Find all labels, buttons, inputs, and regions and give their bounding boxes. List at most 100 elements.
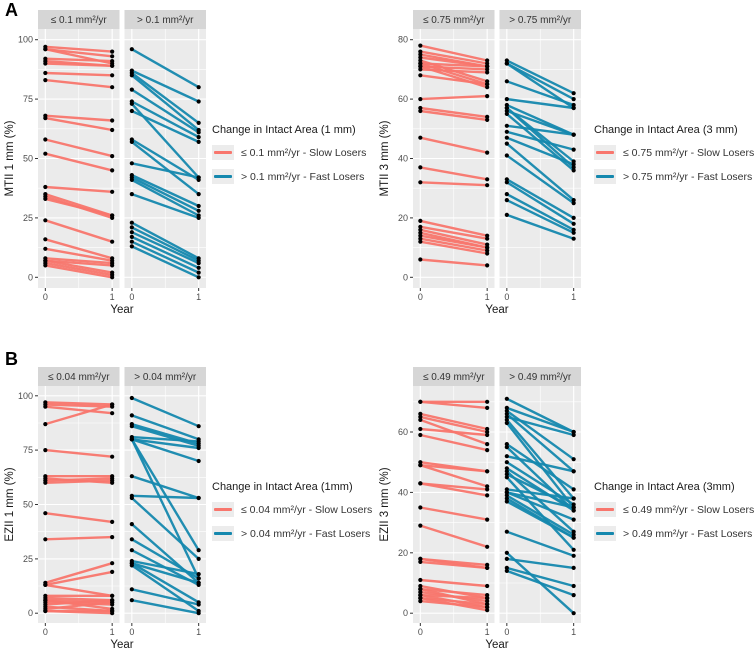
data-point: [418, 411, 423, 416]
data-point: [485, 64, 490, 69]
data-point: [571, 565, 576, 570]
data-point: [196, 458, 201, 464]
data-point: [485, 399, 490, 404]
y-tick-label: 40: [398, 487, 408, 497]
fast-losers-key-icon: [212, 169, 234, 184]
y-tick-label: 75: [23, 445, 33, 455]
data-line: [420, 219, 488, 237]
data-point: [571, 132, 576, 137]
fast-losers-line-icon: [596, 175, 614, 178]
data-line: [45, 71, 113, 77]
data-line: [131, 396, 200, 428]
slow-losers-line-icon: [214, 508, 232, 511]
data-point: [571, 97, 576, 102]
data-point: [129, 177, 134, 182]
data-line: [506, 569, 575, 597]
data-point: [571, 496, 576, 501]
legend-title: Change in Intact Area (3 mm): [594, 124, 738, 136]
data-line: [131, 438, 200, 463]
data-line: [130, 438, 200, 579]
y-axis-label: MTII 3 mm (%): [379, 120, 391, 196]
data-point: [504, 408, 509, 413]
data-line: [45, 448, 113, 458]
facet-strip: [38, 10, 120, 29]
data-line: [420, 258, 488, 267]
data-point: [571, 487, 576, 492]
data-line: [45, 601, 113, 611]
data-line: [506, 199, 575, 234]
data-line: [420, 240, 488, 255]
x-axis-label: Year: [110, 304, 133, 316]
data-point: [129, 437, 134, 442]
facet-strip: [499, 367, 581, 386]
data-point: [485, 565, 490, 570]
data-line: [131, 564, 200, 612]
x-tick-label: 1: [571, 292, 576, 302]
data-line: [420, 65, 488, 71]
data-point: [485, 442, 490, 447]
y-tick-label: 100: [18, 35, 33, 45]
panel-label-a: A: [5, 0, 18, 20]
legend-title: Change in Intact Area (1mm): [212, 481, 353, 493]
data-point: [485, 70, 490, 75]
legend-ezii-1mm: Change in Intact Area (1mm) ≤ 0.04 mm²/y…: [212, 481, 372, 541]
data-line: [131, 599, 199, 615]
fast-losers-line-icon: [214, 175, 232, 178]
data-point: [196, 572, 201, 577]
data-point: [571, 105, 576, 111]
data-point: [196, 261, 201, 266]
x-tick-label: 0: [43, 292, 48, 302]
data-point: [129, 563, 134, 568]
data-point: [418, 556, 423, 561]
data-point: [485, 405, 490, 410]
data-point: [485, 593, 490, 598]
legend-entry-fast: > 0.1 mm²/yr - Fast Losers: [212, 169, 366, 184]
data-point: [110, 85, 115, 90]
data-point: [418, 414, 423, 419]
panel-label-b: B: [5, 349, 18, 369]
data-point: [129, 234, 134, 239]
data-point: [43, 582, 48, 587]
x-tick-label: 0: [129, 627, 134, 637]
facet-strip-label: > 0.75 mm²/yr: [509, 15, 572, 26]
data-point: [504, 129, 509, 134]
y-axis-label: MTII 1 mm (%): [4, 120, 16, 196]
facet-strip-label: > 0.04 mm²/yr: [134, 372, 197, 383]
data-point: [571, 236, 576, 241]
data-point: [418, 58, 423, 63]
data-point: [485, 608, 490, 613]
data-line: [420, 225, 488, 240]
data-line: [45, 138, 113, 158]
data-point: [485, 85, 490, 90]
data-point: [504, 105, 509, 111]
data-point: [418, 108, 423, 114]
legend-entry-slow: ≤ 0.49 mm²/yr - Slow Losers: [594, 502, 754, 517]
data-point: [110, 168, 115, 173]
data-point: [43, 70, 48, 76]
data-line: [131, 226, 200, 262]
data-line: [45, 259, 113, 274]
chart-mtii-1mm: A MTII 1 mm (%) 0 25 50 75 100 ≤ 0.1 mm²/yr 0 1 >…: [0, 0, 375, 330]
data-line: [506, 491, 575, 521]
data-point: [110, 49, 115, 54]
legend-entry-label: > 0.49 mm²/yr - Fast Losers: [623, 527, 753, 540]
data-point: [571, 532, 576, 537]
data-line: [131, 69, 200, 103]
data-line: [45, 45, 113, 53]
data-line: [420, 506, 488, 521]
data-line: [420, 109, 488, 122]
data-point: [418, 165, 423, 170]
data-point: [110, 59, 115, 64]
y-tick-label: 75: [23, 94, 33, 104]
y-tick-label: 50: [23, 500, 33, 510]
slow-losers-key-icon: [212, 502, 234, 517]
legend-mtii-1mm: Change in Intact Area (1 mm) ≤ 0.1 mm²/y…: [212, 124, 366, 184]
data-point: [110, 535, 115, 540]
data-point: [571, 198, 576, 203]
data-point: [43, 184, 48, 190]
slow-losers-line-icon: [214, 151, 232, 154]
legend-entry-slow: ≤ 0.75 mm²/yr - Slow Losers: [594, 145, 754, 160]
data-point: [504, 61, 509, 66]
data-line: [506, 59, 575, 95]
